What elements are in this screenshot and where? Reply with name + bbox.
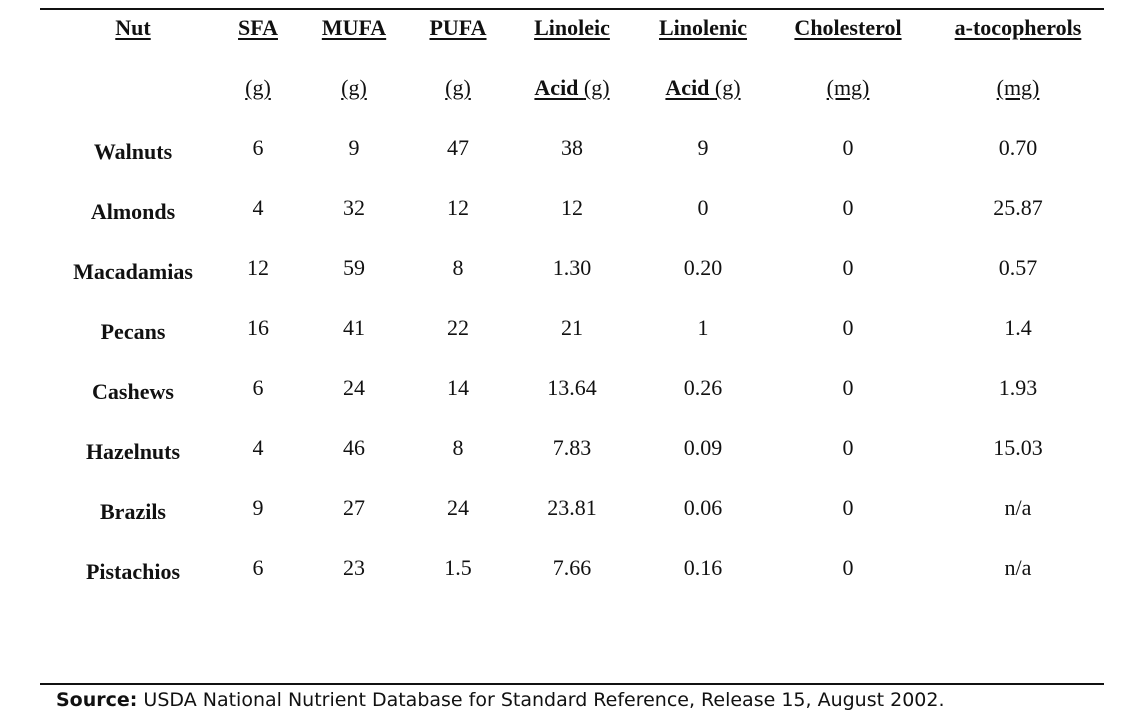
table-cell-linoleic: 13.64 [547,375,597,400]
table-cell-tocopherols: 1.4 [1004,315,1032,340]
table-cell-linolenic: 0 [697,195,709,220]
column-header-nut: Nut [115,15,151,40]
table-cell-mufa: 32 [343,195,365,220]
column-unit-text-cholesterol: (mg) [826,75,870,100]
table-cell-mufa: 27 [343,495,365,520]
table-cell-linolenic: 0.06 [683,495,723,520]
table-cell-cholesterol: 0 [842,375,854,400]
table-cell-linoleic: 12 [561,195,583,220]
row-label: Pistachios [85,559,181,584]
row-label: Walnuts [93,139,173,164]
table-cell-tocopherols: 1.93 [998,375,1038,400]
column-header-sfa: SFA [238,15,278,40]
table-cell-cholesterol: 0 [842,195,854,220]
source-label: Source: [56,689,138,711]
column-unit-pufa: (g) [445,75,471,101]
column-unit-linoleic: Acid (g) [534,75,609,101]
column-unit-sfa: (g) [245,75,271,101]
row-label: Pecans [100,319,166,344]
column-header-linoleic: Linoleic [534,15,610,40]
table-cell-linolenic: 0.26 [683,375,723,400]
row-label: Cashews [92,379,174,404]
table-cell-pufa: 8 [452,255,464,280]
table-cell-tocopherols: n/a [1004,555,1032,580]
table-cell-sfa: 6 [252,135,264,160]
table-cell-mufa: 9 [348,135,360,160]
table-cell-mufa: 23 [343,555,365,580]
table-cell-mufa: 59 [343,255,365,280]
column-unit-text-linolenic: (g) [714,75,741,100]
table-cell-linoleic: 7.83 [552,435,592,460]
table-cell-cholesterol: 0 [842,555,854,580]
table-cell-linolenic: 1 [697,315,709,340]
row-label: Brazils [100,499,166,524]
table-top-rule [40,8,1104,10]
table-cell-tocopherols: 25.87 [993,195,1043,220]
column-unit-bold-linoleic: Acid [534,75,579,100]
table-cell-sfa: 16 [247,315,269,340]
column-header-pufa: PUFA [429,15,487,40]
table-cell-cholesterol: 0 [842,435,854,460]
table-cell-linolenic: 9 [697,135,709,160]
table-cell-mufa: 46 [343,435,365,460]
table-cell-pufa: 12 [447,195,469,220]
column-unit-text-mufa: (g) [341,75,367,100]
table-cell-mufa: 24 [343,375,365,400]
table-cell-linoleic: 1.30 [552,255,592,280]
table-cell-linoleic: 21 [561,315,583,340]
table-cell-cholesterol: 0 [842,135,854,160]
table-cell-tocopherols: n/a [1004,495,1032,520]
column-unit-text-tocopherols: (mg) [996,75,1040,100]
column-unit-text-pufa: (g) [445,75,471,100]
table-cell-linoleic: 7.66 [552,555,592,580]
source-text: USDA National Nutrient Database for Stan… [137,689,945,711]
source-note: Source: USDA National Nutrient Database … [56,688,945,712]
table-cell-linolenic: 0.20 [683,255,723,280]
table-cell-cholesterol: 0 [842,495,854,520]
table-cell-sfa: 12 [247,255,269,280]
table-cell-tocopherols: 0.70 [998,135,1038,160]
table-cell-sfa: 9 [252,495,264,520]
table-cell-pufa: 24 [447,495,469,520]
table-cell-linolenic: 0.09 [683,435,723,460]
table-cell-pufa: 22 [447,315,469,340]
table-bottom-rule [40,683,1104,685]
column-header-cholesterol: Cholesterol [794,15,902,40]
table-cell-cholesterol: 0 [842,315,854,340]
table-cell-linoleic: 38 [561,135,583,160]
table-cell-linoleic: 23.81 [547,495,597,520]
column-unit-tocopherols: (mg) [997,75,1040,101]
table-cell-sfa: 6 [252,375,264,400]
table-cell-pufa: 47 [447,135,469,160]
table-cell-pufa: 14 [447,375,469,400]
table-cell-sfa: 4 [252,435,264,460]
table-cell-cholesterol: 0 [842,255,854,280]
row-label: Hazelnuts [85,439,181,464]
table-cell-mufa: 41 [343,315,365,340]
table-cell-pufa: 8 [452,435,464,460]
column-unit-cholesterol: (mg) [827,75,870,101]
column-unit-text-sfa: (g) [245,75,271,100]
table-cell-tocopherols: 0.57 [998,255,1038,280]
column-header-mufa: MUFA [321,15,387,40]
table-cell-linolenic: 0.16 [683,555,723,580]
table-cell-sfa: 4 [252,195,264,220]
column-header-linolenic: Linolenic [658,15,748,40]
table-cell-pufa: 1.5 [444,555,472,580]
row-label: Almonds [90,199,176,224]
row-label: Macadamias [73,259,193,284]
column-header-tocopherols: a-tocopherols [954,15,1082,40]
column-unit-bold-linolenic: Acid [665,75,710,100]
column-unit-text-linoleic: (g) [583,75,610,100]
table-cell-sfa: 6 [252,555,264,580]
column-unit-mufa: (g) [341,75,367,101]
table-cell-tocopherols: 15.03 [993,435,1043,460]
column-unit-linolenic: Acid (g) [665,75,740,101]
